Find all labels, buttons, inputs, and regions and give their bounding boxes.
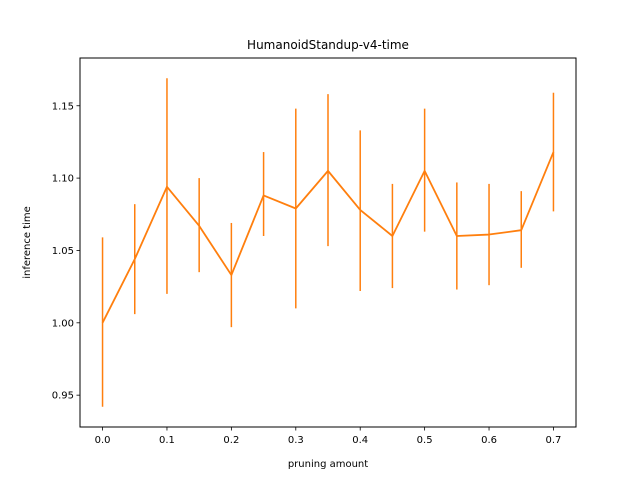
y-tick-label: 1.15 — [52, 101, 74, 112]
y-axis: 0.95 1.00 1.05 1.10 1.15 — [52, 101, 80, 402]
y-tick-label: 1.10 — [52, 174, 74, 185]
plot-area — [101, 78, 555, 407]
x-tick-label: 0.5 — [417, 435, 433, 446]
x-axis-label: pruning amount — [288, 459, 368, 470]
x-tick-label: 0.6 — [481, 435, 497, 446]
x-tick-label: 0.2 — [223, 435, 239, 446]
y-tick-label: 1.05 — [52, 246, 74, 257]
x-tick-label: 0.3 — [288, 435, 304, 446]
x-tick-label: 0.0 — [95, 435, 111, 446]
y-tick-label: 0.95 — [52, 391, 74, 402]
x-axis: 0.0 0.1 0.2 0.3 0.4 0.5 0.6 0.7 — [95, 427, 562, 446]
x-tick-label: 0.4 — [352, 435, 368, 446]
chart-title: HumanoidStandup-v4-time — [247, 38, 409, 52]
series-line — [101, 151, 555, 324]
y-axis-label: inference time — [22, 206, 33, 279]
x-tick-label: 0.1 — [159, 435, 175, 446]
y-tick-label: 1.00 — [52, 318, 74, 329]
axes-frame — [79, 57, 577, 428]
x-tick-label: 0.7 — [546, 435, 562, 446]
